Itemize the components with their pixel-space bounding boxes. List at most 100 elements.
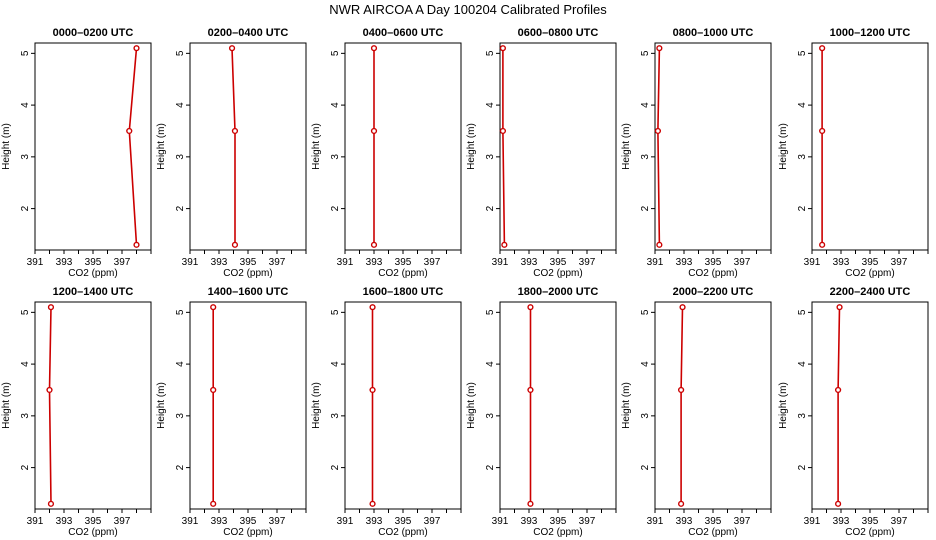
y-axis-label: Height (m): [466, 123, 477, 170]
data-point: [370, 127, 378, 135]
y-tick-label: 3: [485, 413, 496, 419]
x-tick-label: 391: [804, 516, 821, 527]
plot-frame: [654, 42, 772, 251]
data-point: [679, 304, 686, 311]
y-tick-label: 4: [640, 102, 651, 108]
data-point: [836, 304, 843, 311]
y-tick-label: 5: [485, 309, 496, 315]
x-tick-label: 395: [705, 257, 722, 268]
panel-title: 1200–1400 UTC: [53, 286, 134, 298]
data-point: [210, 500, 217, 507]
panel-title: 1000–1200 UTC: [830, 27, 911, 39]
data-point: [231, 241, 239, 248]
y-tick-label: 4: [485, 361, 496, 367]
chart-panel: 2000–2200 UTC 391 393 395 397 2 3 4 5 CO2 (ppm) He…: [621, 286, 772, 538]
x-tick-label: 395: [85, 516, 102, 527]
y-tick-label: 4: [175, 361, 186, 367]
x-tick-label: 393: [676, 516, 693, 527]
chart-panel: 2200–2400 UTC 391 393 395 397 2 3 4 5 CO2 (ppm) He…: [778, 286, 929, 538]
data-point: [819, 45, 826, 52]
x-axis-label: CO2 (ppm): [68, 268, 117, 279]
y-axis-label: Height (m): [621, 123, 632, 170]
y-tick-label: 3: [797, 154, 808, 160]
data-point: [47, 500, 55, 507]
figure-title: NWR AIRCOA A Day 100204 Calibrated Profi…: [329, 2, 607, 17]
data-point: [126, 127, 133, 135]
x-tick-label: 397: [269, 257, 286, 268]
data-point: [819, 241, 826, 248]
panel-title: 0200–0400 UTC: [208, 27, 289, 39]
y-tick-label: 2: [640, 464, 651, 470]
y-tick-label: 4: [175, 102, 186, 108]
data-point: [370, 45, 378, 52]
y-axis-label: Height (m): [156, 123, 167, 170]
x-tick-label: 397: [891, 257, 908, 268]
panel-title: 0800–1000 UTC: [673, 27, 754, 39]
panel-title: 2200–2400 UTC: [830, 286, 911, 298]
chart-panel: 1600–1800 UTC 391 393 395 397 2 3 4 5 CO2 (ppm) He…: [311, 286, 462, 538]
x-tick-label: 393: [56, 516, 73, 527]
data-point: [228, 45, 236, 52]
y-axis-label: Height (m): [1, 382, 12, 429]
y-tick-label: 3: [640, 154, 651, 160]
data-point: [231, 127, 239, 135]
x-tick-label: 397: [734, 516, 751, 527]
y-tick-label: 3: [330, 154, 341, 160]
x-tick-label: 395: [240, 516, 257, 527]
x-tick-label: 395: [705, 516, 722, 527]
plot-frame: [499, 42, 617, 251]
panel-title: 1400–1600 UTC: [208, 286, 289, 298]
x-tick-label: 395: [240, 257, 257, 268]
y-tick-label: 5: [640, 309, 651, 315]
y-tick-label: 3: [20, 154, 31, 160]
y-tick-label: 2: [20, 205, 31, 211]
chart-panel: 1200–1400 UTC 391 393 395 397 2 3 4 5 CO2 (ppm) He…: [1, 286, 152, 538]
y-tick-label: 5: [20, 50, 31, 56]
data-point: [834, 386, 842, 394]
data-point: [654, 127, 662, 135]
data-point: [527, 386, 534, 394]
chart-panel: 0400–0600 UTC 391 393 395 397 2 3 4 5 CO2 (ppm) He…: [311, 27, 462, 279]
x-tick-label: 391: [492, 516, 509, 527]
y-tick-label: 5: [330, 309, 341, 315]
profile-line: [48, 307, 52, 504]
data-point: [819, 127, 826, 135]
y-tick-label: 2: [797, 205, 808, 211]
x-tick-label: 397: [114, 516, 131, 527]
data-point: [133, 45, 140, 52]
y-tick-label: 5: [20, 309, 31, 315]
y-tick-label: 3: [485, 154, 496, 160]
x-axis-label: CO2 (ppm): [68, 527, 117, 538]
data-point: [133, 241, 140, 248]
x-tick-label: 393: [366, 257, 383, 268]
x-tick-label: 391: [182, 516, 199, 527]
y-tick-label: 2: [330, 464, 341, 470]
profile-line: [128, 48, 138, 245]
data-point: [369, 304, 376, 311]
panel-title: 0600–0800 UTC: [518, 27, 599, 39]
y-axis-label: Height (m): [1, 123, 12, 170]
y-tick-label: 4: [485, 102, 496, 108]
panel-title: 2000–2200 UTC: [673, 286, 754, 298]
y-tick-label: 4: [640, 361, 651, 367]
plot-frame: [344, 301, 462, 510]
x-tick-label: 393: [211, 257, 228, 268]
chart-panel: 1800–2000 UTC 391 393 395 397 2 3 4 5 CO2 (ppm) He…: [466, 286, 617, 538]
panel-title: 1800–2000 UTC: [518, 286, 599, 298]
plot-frame: [811, 42, 929, 251]
plot-frame: [189, 301, 307, 510]
x-axis-label: CO2 (ppm): [688, 527, 737, 538]
x-tick-label: 391: [647, 257, 664, 268]
panel-title: 0400–0600 UTC: [363, 27, 444, 39]
y-axis-label: Height (m): [466, 382, 477, 429]
x-tick-label: 397: [269, 516, 286, 527]
y-tick-label: 3: [175, 154, 186, 160]
x-tick-label: 393: [521, 257, 538, 268]
x-tick-label: 391: [647, 516, 664, 527]
x-tick-label: 391: [182, 257, 199, 268]
x-tick-label: 395: [550, 257, 567, 268]
x-axis-label: CO2 (ppm): [378, 268, 427, 279]
data-point: [501, 241, 508, 248]
plot-frame: [34, 301, 152, 510]
y-tick-label: 4: [20, 361, 31, 367]
